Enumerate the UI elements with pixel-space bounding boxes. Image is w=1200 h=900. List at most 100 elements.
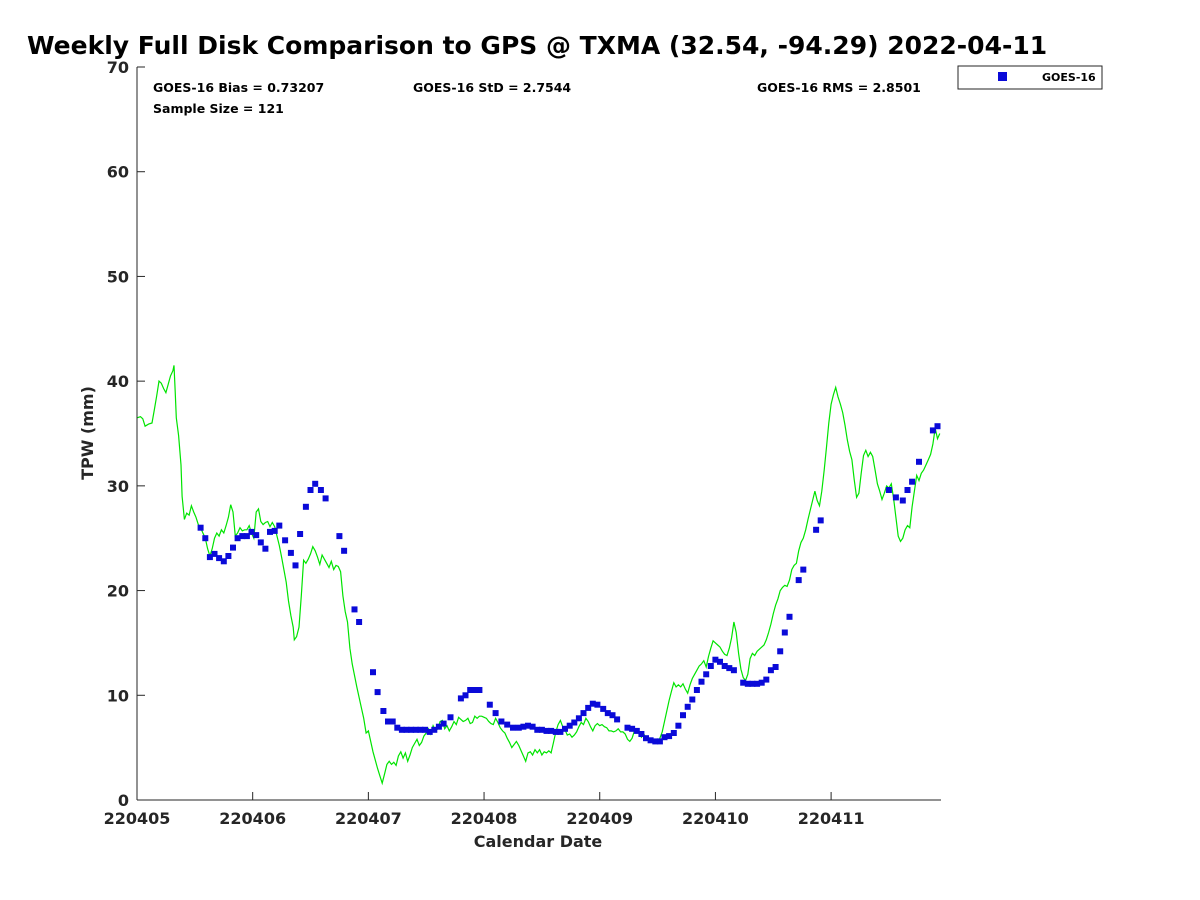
goes16-point	[562, 725, 568, 732]
goes16-point	[916, 458, 922, 465]
goes16-point	[529, 723, 536, 730]
goes16-point	[417, 726, 424, 733]
x-tick-label: 220405	[104, 809, 171, 828]
goes16-point	[909, 478, 916, 485]
goes16-point	[216, 555, 223, 562]
goes16-point	[575, 715, 582, 722]
goes16-point	[262, 545, 269, 552]
goes16-point	[543, 727, 550, 734]
goes16-point	[703, 671, 710, 678]
goes16-point	[486, 701, 493, 708]
goes16-point	[643, 735, 649, 742]
goes16-point	[929, 427, 936, 434]
goes16-point	[693, 687, 700, 693]
goes16-point	[604, 710, 611, 717]
x-tick-label: 220409	[566, 809, 633, 828]
goes16-point	[726, 665, 733, 672]
goes16-point	[721, 663, 728, 669]
y-tick-label: 10	[107, 686, 129, 705]
x-axis-ticks: 220405 220406 220407 220408 220409 220410 2204…	[104, 792, 865, 828]
goes16-point	[754, 680, 761, 687]
legend-marker-square-icon	[998, 72, 1007, 81]
goes16-point	[206, 554, 213, 561]
goes16-point	[698, 678, 705, 685]
goes16-point	[520, 723, 527, 730]
goes16-point	[447, 714, 454, 721]
y-tick-label: 60	[107, 163, 129, 182]
goes16-point	[652, 738, 659, 745]
goes16-point	[934, 423, 941, 430]
chart-title: Weekly Full Disk Comparison to GPS @ TXM…	[27, 31, 1047, 60]
gps-series-line	[136, 365, 941, 786]
goes16-point	[786, 613, 793, 620]
goes16-point	[197, 524, 204, 531]
y-tick-label: 50	[107, 267, 129, 286]
goes16-point	[287, 549, 294, 556]
goes16-point	[412, 726, 419, 733]
goes16-point	[666, 733, 673, 740]
goes16-point	[525, 722, 531, 729]
goes16-point	[538, 726, 545, 733]
x-tick-label: 220406	[219, 809, 286, 828]
goes16-point	[312, 480, 319, 487]
goes16-point	[515, 724, 522, 731]
goes16-point	[680, 712, 686, 719]
goes16-point	[510, 724, 516, 731]
stat-rms: GOES-16 RMS = 2.8501	[757, 80, 921, 95]
goes16-point	[800, 566, 807, 573]
goes16-point	[431, 726, 438, 733]
goes16-point	[336, 533, 343, 540]
goes16-point	[370, 669, 376, 676]
goes16-point	[656, 738, 663, 745]
goes16-point	[904, 487, 911, 493]
goes16-point	[398, 726, 405, 733]
goes16-point	[440, 720, 447, 727]
goes16-point	[767, 667, 774, 674]
goes16-point	[600, 705, 607, 712]
goes16-point	[253, 532, 260, 539]
goes16-point	[234, 535, 241, 542]
goes16-point	[230, 544, 236, 551]
plot-area	[137, 67, 941, 800]
goes16-point	[661, 734, 668, 741]
stat-std: GOES-16 StD = 2.7544	[413, 80, 571, 95]
goes16-point	[492, 710, 499, 717]
goes16-point	[380, 708, 387, 714]
goes16-point	[781, 629, 788, 636]
goes16-point	[772, 664, 779, 670]
goes16-point	[548, 727, 555, 734]
y-tick-label: 70	[107, 58, 129, 77]
goes16-point	[885, 487, 892, 493]
goes16-point	[571, 719, 578, 726]
goes16-series-layer	[197, 423, 941, 745]
goes16-point	[394, 724, 401, 731]
goes16-point	[740, 679, 747, 686]
goes16-point	[462, 692, 469, 699]
goes16-point	[777, 648, 784, 655]
goes16-point	[580, 710, 587, 717]
y-tick-label: 20	[107, 582, 129, 601]
goes16-point	[476, 687, 483, 693]
goes16-point	[763, 676, 770, 683]
goes16-point	[594, 701, 601, 708]
y-axis-label: TPW (mm)	[78, 386, 97, 480]
goes16-point	[202, 535, 209, 542]
goes16-point	[730, 667, 737, 674]
goes16-point	[689, 696, 696, 703]
gps-series-layer	[136, 365, 941, 786]
goes16-point	[758, 679, 765, 686]
goes16-point	[385, 718, 391, 725]
x-tick-label: 220411	[798, 809, 865, 828]
goes16-point	[684, 703, 691, 710]
legend: GOES-16	[957, 65, 1103, 90]
goes16-point	[435, 723, 442, 730]
y-tick-label: 30	[107, 477, 129, 496]
goes16-point	[317, 487, 324, 493]
goes16-point	[457, 695, 464, 702]
goes16-point	[239, 533, 246, 540]
goes16-point	[707, 663, 714, 669]
goes16-point	[609, 712, 616, 719]
goes16-point	[297, 531, 304, 537]
goes16-point	[675, 722, 682, 729]
